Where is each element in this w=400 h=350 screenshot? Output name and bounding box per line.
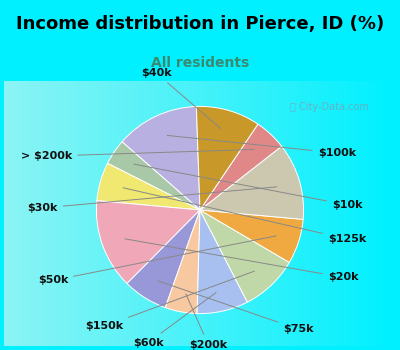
Text: $10k: $10k xyxy=(134,164,362,210)
Text: $30k: $30k xyxy=(27,187,277,213)
Text: $125k: $125k xyxy=(123,188,366,244)
Wedge shape xyxy=(200,124,282,210)
Wedge shape xyxy=(196,106,258,210)
Text: $200k: $200k xyxy=(186,294,227,350)
Text: $150k: $150k xyxy=(86,271,254,331)
Text: $20k: $20k xyxy=(125,239,358,282)
Wedge shape xyxy=(197,210,247,314)
Wedge shape xyxy=(97,163,200,210)
Text: > $200k: > $200k xyxy=(21,149,254,161)
Text: Income distribution in Pierce, ID (%): Income distribution in Pierce, ID (%) xyxy=(16,15,384,33)
Text: $75k: $75k xyxy=(158,281,314,334)
Wedge shape xyxy=(108,142,200,210)
Wedge shape xyxy=(200,210,289,302)
Text: $40k: $40k xyxy=(141,68,221,128)
Text: $100k: $100k xyxy=(167,135,356,158)
Wedge shape xyxy=(96,201,200,284)
Text: $60k: $60k xyxy=(133,293,216,348)
Text: $50k: $50k xyxy=(38,236,276,286)
Text: All residents: All residents xyxy=(151,56,249,70)
Wedge shape xyxy=(127,210,200,308)
Wedge shape xyxy=(200,210,303,262)
Wedge shape xyxy=(122,106,200,210)
Wedge shape xyxy=(165,210,200,314)
Wedge shape xyxy=(200,146,304,219)
Text: ⓘ City-Data.com: ⓘ City-Data.com xyxy=(290,102,369,112)
